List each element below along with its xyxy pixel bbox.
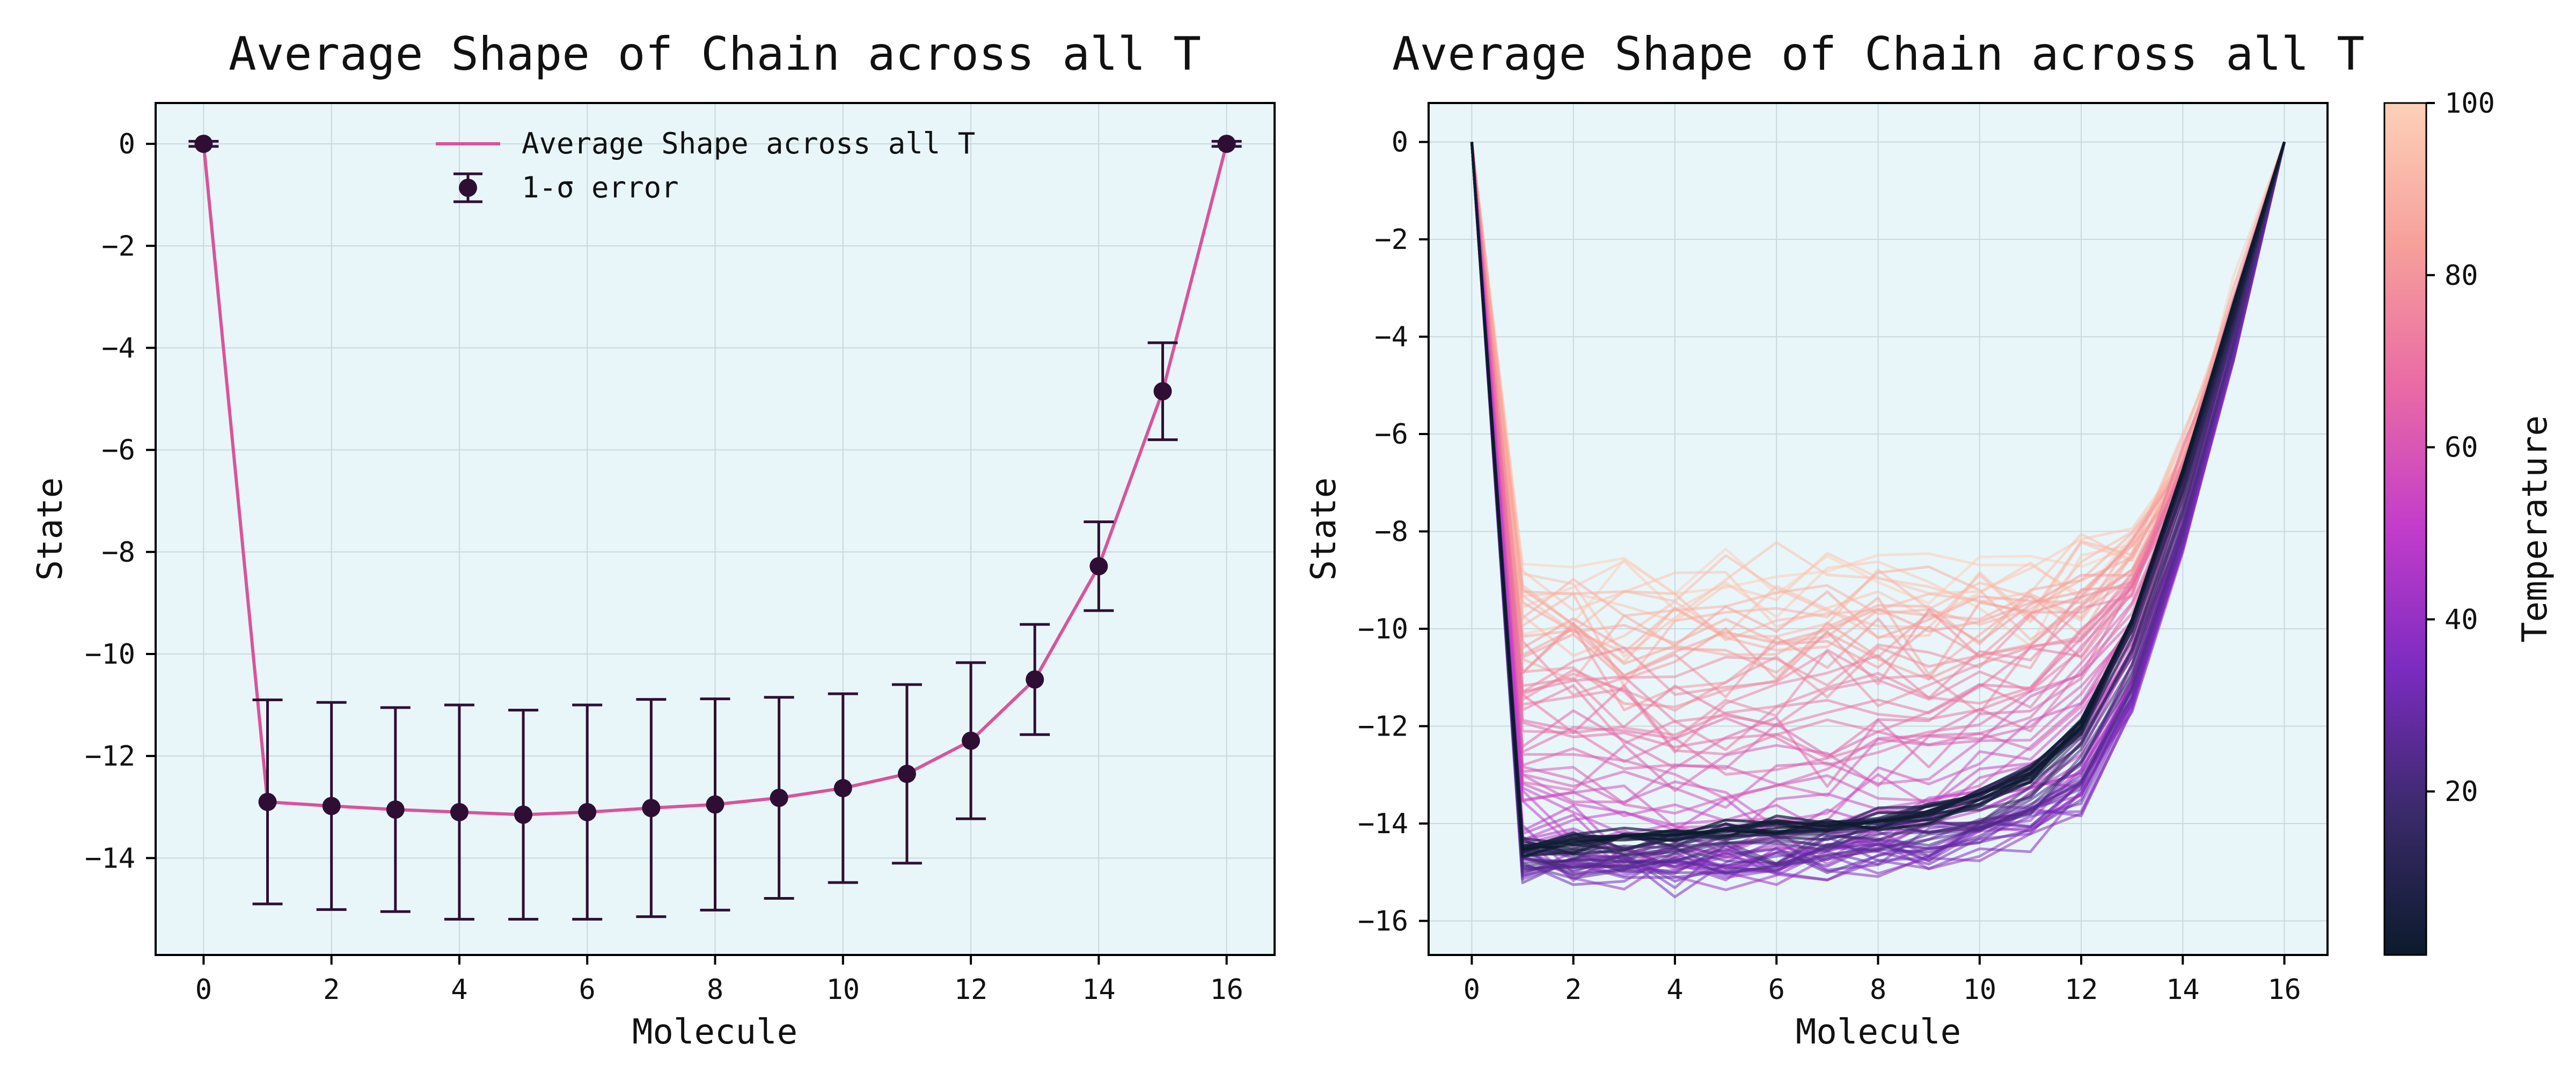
data-point	[450, 803, 469, 821]
x-tick-label: 14	[2166, 974, 2200, 1006]
x-tick-label: 12	[954, 974, 988, 1006]
colorbar: 20 40 60 80 100 Temperature	[2383, 87, 2555, 956]
y-tick-label: −8	[101, 536, 135, 569]
data-point	[258, 792, 277, 811]
colorbar-label: Temperature	[2515, 415, 2555, 643]
x-tick-label: 2	[323, 974, 340, 1006]
x-tick-label: 2	[1565, 974, 1582, 1006]
data-point	[706, 795, 724, 814]
right-chart: 0 2 4 6 8 10 12 14 16 0 −2 −4 −6 −8 −10 −12 −14 −16 Aver…	[1304, 27, 2555, 1052]
y-tick-label: −8	[1374, 516, 1408, 548]
right-y-ticks: 0 −2 −4 −6 −8 −10 −12 −14 −16	[1358, 127, 1429, 937]
y-tick-label: 0	[1392, 127, 1408, 159]
x-tick-label: 12	[2065, 974, 2098, 1006]
y-tick-label: −10	[85, 638, 135, 671]
colorbar-tick-label: 100	[2445, 87, 2495, 120]
left-x-ticks: 0 2 4 6 8 10 12 14 16	[195, 955, 1243, 1006]
data-point	[578, 803, 597, 821]
left-legend: Average Shape across all T 1-σ error	[436, 127, 975, 204]
y-tick-label: −12	[85, 740, 135, 773]
data-point	[194, 135, 213, 153]
y-tick-label: −4	[1374, 321, 1408, 354]
x-tick-label: 16	[2267, 974, 2301, 1006]
y-tick-label: −10	[1358, 613, 1408, 645]
data-point	[833, 779, 852, 798]
x-tick-label: 6	[1768, 974, 1785, 1006]
colorbar-tick-label: 60	[2445, 432, 2478, 464]
y-tick-label: −2	[101, 230, 135, 262]
data-point	[962, 731, 980, 750]
left-x-axis-label: Molecule	[632, 1012, 797, 1052]
x-tick-label: 0	[195, 974, 212, 1006]
left-chart-title: Average Shape of Chain across all T	[229, 27, 1201, 81]
y-tick-label: −2	[1374, 224, 1408, 256]
right-y-axis-label: State	[1304, 477, 1344, 581]
colorbar-ticks: 20 40 60 80 100	[2426, 87, 2495, 808]
y-tick-label: −14	[1358, 808, 1408, 840]
data-point	[1089, 557, 1108, 576]
data-point	[1026, 670, 1044, 689]
y-tick-label: −12	[1358, 711, 1408, 743]
legend-label-average-shape: Average Shape across all T	[522, 127, 975, 160]
right-chart-title: Average Shape of Chain across all T	[1392, 27, 2365, 81]
temperature-run-line	[1470, 141, 2286, 708]
legend-label-error: 1-σ error	[522, 171, 679, 204]
colorbar-gradient	[2383, 102, 2427, 956]
x-tick-label: 14	[1082, 974, 1116, 1006]
right-series-layer	[1470, 141, 2286, 899]
x-tick-label: 8	[707, 974, 723, 1006]
colorbar-tick-label: 40	[2445, 604, 2478, 636]
temperature-run-line	[1470, 141, 2286, 665]
x-tick-label: 4	[1666, 974, 1683, 1006]
data-point	[897, 765, 916, 783]
x-tick-label: 8	[1870, 974, 1886, 1006]
x-tick-label: 6	[579, 974, 596, 1006]
data-point	[770, 789, 788, 807]
left-chart: 0 2 4 6 8 10 12 14 16 0 −2 −4 −6 −8 −10 −12 −14 Average…	[31, 27, 1276, 1052]
left-series-layer	[188, 135, 1242, 921]
temperature-run-line	[1470, 141, 2286, 865]
left-y-ticks: 0 −2 −4 −6 −8 −10 −12 −14	[85, 128, 156, 874]
temperature-run-line	[1470, 141, 2286, 850]
colorbar-tick-label: 80	[2445, 260, 2478, 292]
left-y-axis-label: State	[31, 477, 70, 581]
y-tick-label: −14	[85, 842, 135, 874]
right-x-axis-label: Molecule	[1796, 1012, 1961, 1052]
data-point	[386, 800, 405, 819]
y-tick-label: −6	[1374, 418, 1408, 451]
right-gridlines	[1429, 103, 2328, 955]
data-point	[1217, 135, 1236, 153]
temperature-run-line	[1470, 142, 2286, 874]
legend-marker-swatch	[459, 179, 477, 197]
y-tick-label: 0	[119, 128, 135, 160]
right-x-ticks: 0 2 4 6 8 10 12 14 16	[1463, 955, 2301, 1006]
y-tick-label: −4	[101, 332, 135, 364]
x-tick-label: 10	[1963, 974, 1996, 1006]
data-point	[642, 799, 661, 818]
data-point	[514, 805, 533, 824]
y-tick-label: −6	[101, 435, 135, 467]
x-tick-label: 16	[1210, 974, 1243, 1006]
temperature-run-line	[1470, 141, 2286, 776]
colorbar-tick-label: 20	[2445, 776, 2478, 808]
x-tick-label: 4	[451, 974, 467, 1006]
x-tick-label: 0	[1463, 974, 1480, 1006]
x-tick-label: 10	[826, 974, 860, 1006]
data-point	[1153, 382, 1172, 401]
y-tick-label: −16	[1358, 905, 1408, 937]
data-point	[322, 797, 341, 815]
